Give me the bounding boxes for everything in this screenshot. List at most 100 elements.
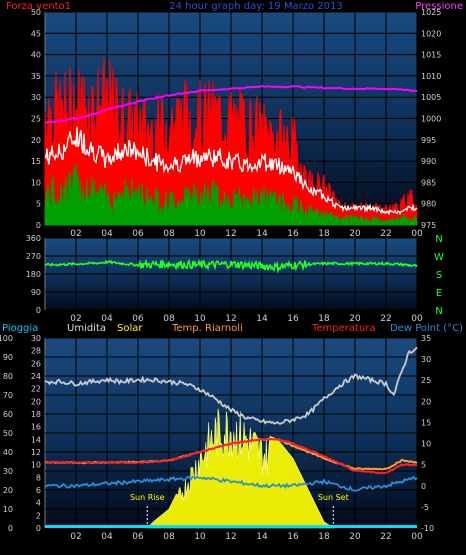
y-tick-label: 25: [421, 376, 431, 385]
y-tick-label: 30: [31, 334, 41, 343]
y-tick-label: 10: [31, 178, 41, 187]
x-tick-label: 20: [349, 314, 361, 324]
y-tick-label: 1025: [421, 8, 441, 17]
climate-panel-annotations: Sun Rise Sun Set: [130, 493, 349, 526]
y-tick-label: 22: [31, 385, 41, 394]
y-tick-label: 26: [31, 359, 41, 368]
x-tick-label: 22: [380, 532, 391, 542]
x-tick-label: 06: [132, 229, 144, 239]
y-tick-label: 10: [3, 505, 13, 514]
y-tick-label: 12: [31, 448, 41, 457]
x-tick-label: 00: [411, 314, 423, 324]
y-tick-label: 80: [3, 372, 13, 381]
y-tick-label: 70: [3, 391, 13, 400]
y-tick-label: 15: [31, 157, 41, 166]
wind-chart-left-label: Forza vento1: [6, 1, 71, 12]
x-tick-label: 12: [225, 314, 236, 324]
x-tick-label: 10: [194, 314, 206, 324]
wind-base-area: [44, 164, 418, 226]
x-tick-label: 14: [256, 229, 268, 239]
y-tick-label: 14: [31, 435, 41, 444]
wind-chart-right-label: Pressione: [415, 1, 463, 12]
legend-solar: Solar: [117, 323, 143, 334]
x-tick-label: 04: [101, 532, 113, 542]
y-tick-label: -10: [421, 524, 434, 533]
y-tick-label: 30: [421, 355, 431, 364]
y-tick-label: 995: [421, 136, 436, 145]
y-tick-label: 985: [421, 178, 436, 187]
y-tick-label: 0: [8, 524, 13, 533]
legend-pioggia: Pioggia: [2, 323, 38, 334]
y-tick-label: 980: [421, 200, 436, 209]
x-tick-label: 18: [318, 314, 330, 324]
wind-direction-line: [44, 258, 418, 274]
y-tick-label: 16: [31, 423, 41, 432]
y-tick-label: 30: [3, 467, 13, 476]
pressure-line: [44, 84, 418, 124]
y-tick-label: 60: [3, 410, 13, 419]
y-tick-label: 25: [31, 115, 41, 124]
climate-panel-axes: 0102030405060708090100024681012141618202…: [0, 334, 434, 542]
x-tick-label: 16: [287, 314, 299, 324]
x-tick-label: 20: [349, 229, 361, 239]
y-tick-label: 24: [31, 372, 41, 381]
y-tick-label: 0: [421, 482, 426, 491]
y-tick-label: 20: [421, 397, 431, 406]
x-tick-label: 10: [194, 532, 206, 542]
x-tick-label: 08: [163, 229, 175, 239]
legend-temp-riarnoli: Temp. Riarnoli: [171, 323, 243, 334]
x-tick-label: 16: [287, 532, 299, 542]
y-tick-label: 5: [36, 200, 41, 209]
y-tick-label: 360: [26, 234, 41, 243]
x-tick-label: 02: [70, 532, 81, 542]
y-tick-label: 35: [31, 72, 41, 81]
y-tick-label: 2: [36, 511, 41, 520]
sun-event-label: Sun Rise: [130, 493, 165, 502]
x-tick-label: 12: [225, 532, 236, 542]
y-tick-label: 100: [0, 334, 13, 343]
y-tick-label: 40: [3, 448, 13, 457]
x-tick-label: 08: [163, 314, 175, 324]
y-tick-label: 50: [31, 8, 41, 17]
x-tick-label: 08: [163, 532, 175, 542]
y-tick-label: 990: [421, 157, 436, 166]
compass-label: N: [435, 306, 442, 317]
x-tick-label: 06: [132, 532, 144, 542]
y-tick-label: 1005: [421, 93, 441, 102]
legend-dew-point: Dew Point (°C): [390, 323, 463, 334]
wind-panel-series: [44, 57, 418, 226]
y-tick-label: 45: [31, 29, 41, 38]
x-tick-label: 22: [380, 229, 391, 239]
y-tick-label: 10: [421, 440, 431, 449]
x-tick-label: 20: [349, 532, 361, 542]
sun-event-label: Sun Set: [318, 493, 349, 502]
y-tick-label: 8: [36, 473, 41, 482]
y-tick-label: 0: [36, 221, 41, 230]
y-tick-label: 0: [36, 306, 41, 315]
y-tick-label: 15: [421, 418, 431, 427]
y-tick-label: 20: [31, 397, 41, 406]
y-tick-label: 5: [421, 461, 426, 470]
x-tick-label: 14: [256, 314, 268, 324]
x-tick-label: 00: [411, 532, 423, 542]
y-tick-label: 0: [36, 524, 41, 533]
x-tick-label: 18: [318, 229, 330, 239]
wind-chart-title: 24 hour graph day: 19 Marzo 2013: [169, 1, 342, 12]
x-tick-label: 12: [225, 229, 236, 239]
y-tick-label: 975: [421, 221, 436, 230]
x-tick-label: 02: [70, 229, 81, 239]
legend-temperatura: Temperatura: [311, 323, 376, 334]
humidity-line: [44, 346, 418, 425]
y-tick-label: 28: [31, 347, 41, 356]
y-tick-label: 18: [31, 410, 41, 419]
compass-label: N: [435, 234, 442, 245]
wind-average-line: [44, 126, 418, 216]
y-tick-label: 1020: [421, 29, 441, 38]
direction-panel-series: [44, 258, 418, 274]
y-tick-label: 1010: [421, 72, 441, 81]
x-tick-label: 04: [101, 314, 113, 324]
y-tick-label: 1015: [421, 51, 441, 60]
y-tick-label: -5: [421, 503, 429, 512]
x-tick-label: 10: [194, 229, 206, 239]
